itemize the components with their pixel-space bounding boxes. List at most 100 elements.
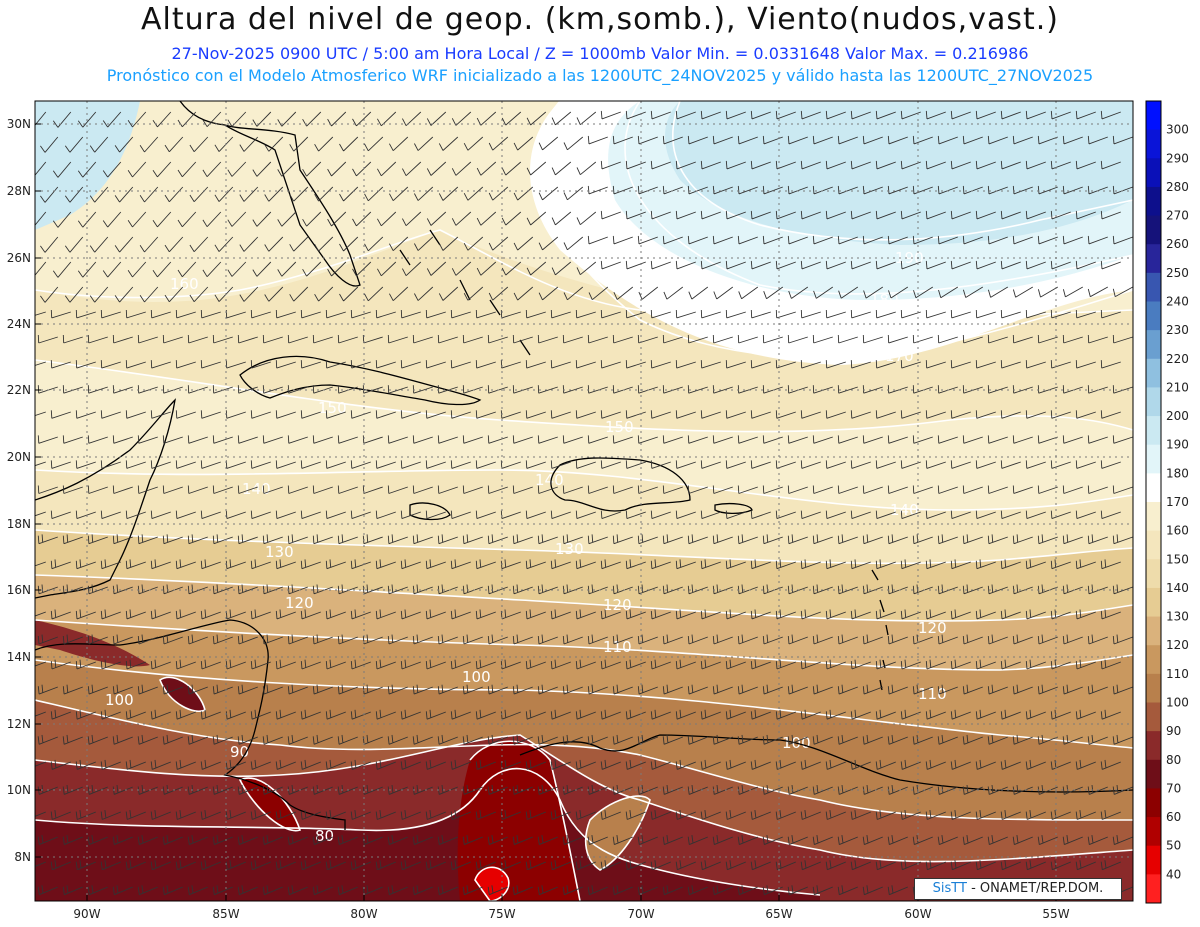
geopotential-field: 190 180 170 160 150 150 140 140 140 130 … [35,101,1133,901]
contour-label: 110 [603,638,632,656]
colorbar-level-label: 210 [1166,380,1189,394]
colorbar-level-label: 110 [1166,667,1189,681]
colorbar-swatch [1146,817,1161,847]
contour-label: 120 [918,619,947,637]
colorbar-level-label: 100 [1166,696,1189,710]
contour-label: 140 [242,480,271,498]
colorbar-swatch [1146,330,1161,360]
lat-label: 28N [7,184,31,198]
colorbar-level-label: 120 [1166,638,1189,652]
colorbar-swatch [1146,874,1161,904]
contour-label: 150 [605,418,634,436]
colorbar-swatch [1146,559,1161,589]
colorbar-swatch [1146,416,1161,446]
colorbar-swatch [1146,587,1161,618]
colorbar-level-label: 290 [1166,151,1189,165]
colorbar-level-label: 90 [1166,724,1181,738]
contour-label: 100 [105,691,134,709]
map-subtitle-model-info: Pronóstico con el Modelo Atmosferico WRF… [106,66,1094,85]
coast-south-america [519,734,1133,793]
colorbar-swatch [1146,473,1161,503]
colorbar-level-label: 220 [1166,352,1189,366]
colorbar-level-label: 130 [1166,610,1189,624]
plot-frame [34,100,1134,902]
colorbar-level-label: 200 [1166,409,1189,423]
contour-100 [35,659,1133,749]
lat-label: 26N [7,251,31,265]
lon-label: 80W [350,907,377,921]
coast-bahamas [399,229,531,356]
colorbar-level-label: 70 [1166,781,1181,795]
colorbar-level-label: 170 [1166,495,1189,509]
colorbar-level-label: 280 [1166,180,1189,194]
coast-yucatan [35,398,176,599]
pocket-70-honduras [160,677,205,712]
lat-label: 8N [14,850,31,864]
contour-lines [35,101,1133,901]
contour-110 [35,619,1133,671]
colorbar-swatch [1146,215,1161,245]
lon-label: 60W [904,907,931,921]
colorbar-swatch [1146,845,1161,875]
contour-label: 170 [885,347,914,365]
colorbar-level-label: 50 [1166,839,1181,853]
coast-florida [224,124,361,287]
latitude-axis: 30N 28N 26N 24N 22N 20N 18N 16N 14N 12N … [7,117,31,864]
colorbar-level-label: 300 [1166,123,1189,137]
colorbar-swatch [1146,301,1161,331]
colorbar-level-label: 190 [1166,438,1189,452]
band-190-west [35,101,140,230]
lat-label: 16N [7,583,31,597]
contour-label: 120 [603,596,632,614]
lat-label: 18N [7,517,31,531]
colorbar-swatch [1146,673,1161,703]
colorbar-swatch [1146,129,1161,159]
lat-label: 22N [7,383,31,397]
contour-label: 130 [265,543,294,561]
contour-190 [672,101,1133,241]
wind-barbs [35,110,1133,896]
colorbar-level-label: 150 [1166,552,1189,566]
colorbar-swatch [1146,502,1161,532]
colorbar-swatch [1146,358,1161,388]
colorbar-swatch [1146,244,1161,274]
colorbar-swatch [1146,530,1161,560]
lat-label: 10N [7,783,31,797]
colorbar-level-label: 160 [1166,524,1189,538]
colorbar-level-label: 250 [1166,266,1189,280]
contour-costarica [238,777,302,832]
colorbar-level-label: 60 [1166,810,1181,824]
contour-120 [35,574,1133,622]
coast-cuba [239,355,482,406]
lon-label: 90W [73,907,100,921]
colorbar-level-label: 230 [1166,323,1189,337]
contour-label: 140 [535,471,564,489]
lat-label: 20N [7,450,31,464]
coast-central-america [35,619,346,830]
colorbar-level-label: 260 [1166,237,1189,251]
contour-label: 100 [462,668,491,686]
contour-label: 80 [315,827,334,845]
colorbar-level-label: 270 [1166,209,1189,223]
contour-label: 140 [890,501,919,519]
colorbar-swatch [1146,616,1161,646]
wind-barb-field [35,110,1133,896]
contour-160 [35,229,1133,323]
coast-lesser-antilles [871,569,889,691]
coast-gulf-north [179,101,226,126]
colorbar-swatch [1146,645,1161,675]
colorbar-swatch [1146,272,1161,302]
colorbar-level-label: 240 [1166,295,1189,309]
colorbar-swatch [1146,186,1161,217]
coast-jamaica [409,502,451,521]
contour-90 [35,699,1133,821]
contour-label: 150 [318,399,347,417]
lat-label: 24N [7,317,31,331]
lon-label: 85W [212,907,239,921]
longitude-axis: 90W 85W 80W 75W 70W 65W 60W 55W [73,907,1069,921]
colorbar-swatch [1146,444,1161,474]
contour-40 [474,866,510,901]
lon-label: 75W [488,907,515,921]
contour-value-labels: 190 180 170 160 150 150 140 140 140 130 … [105,249,947,845]
contour-60 [469,740,581,901]
